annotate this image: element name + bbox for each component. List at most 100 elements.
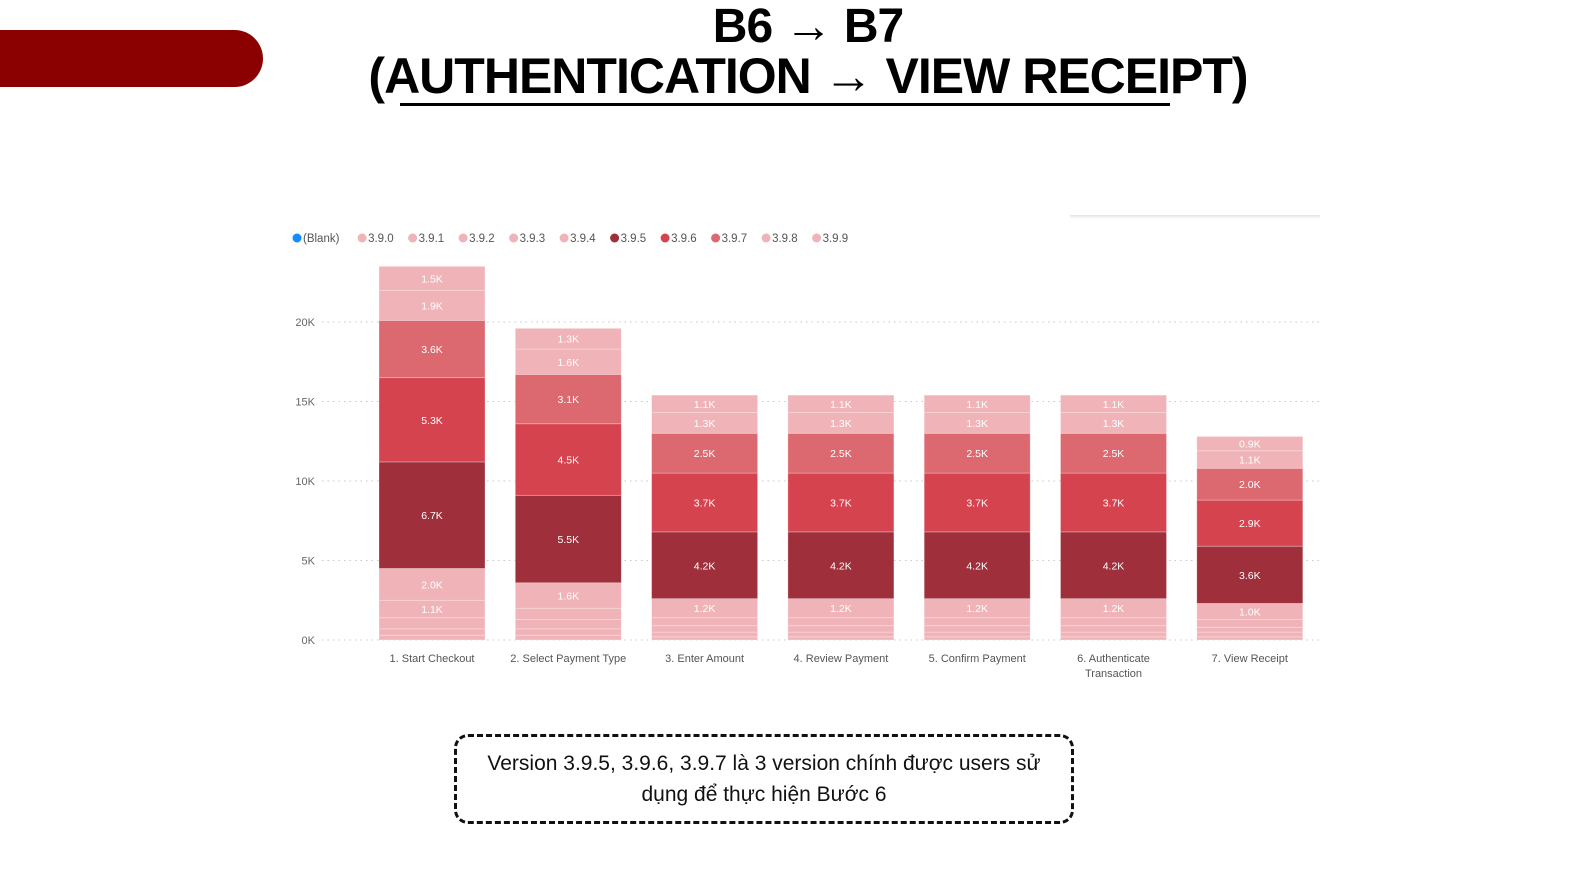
data-label: 4.5K	[557, 455, 579, 467]
data-label: 3.6K	[1239, 570, 1261, 582]
data-label: 1.1K	[966, 399, 988, 411]
legend-marker	[660, 233, 670, 243]
legend-marker	[292, 233, 302, 243]
data-label: 3.7K	[1103, 497, 1125, 509]
data-label: 2.5K	[694, 448, 716, 460]
legend-label: 3.9.5	[621, 233, 647, 245]
bar-segment	[1196, 467, 1304, 501]
bar-segment	[1060, 617, 1167, 627]
data-label: 3.6K	[421, 344, 443, 356]
data-label: 1.2K	[694, 603, 716, 615]
bar-segment	[378, 628, 486, 636]
legend-marker	[610, 233, 620, 243]
x-tick-label: 6. Authenticate	[1077, 653, 1150, 665]
bar-segment	[378, 634, 486, 641]
legend-marker	[458, 233, 468, 243]
bar-segment	[514, 423, 622, 496]
bar-segment	[651, 631, 758, 638]
y-tick-label: 10K	[295, 476, 315, 488]
bar-segment	[787, 625, 895, 633]
legend-label: 3.9.1	[419, 233, 445, 245]
bar-segment	[1060, 472, 1167, 533]
data-label: 5.5K	[557, 534, 579, 546]
bar-segment	[514, 582, 622, 609]
stacked-bar-chart: 0K 5K 10K 15K 20K (Blank) 3.9.0 3.9.1 3.9.2 3.9.3…	[292, 233, 1320, 680]
bar-segment	[378, 461, 486, 569]
y-tick-label: 0K	[302, 635, 316, 647]
bar-segment	[651, 394, 758, 414]
bar-segment	[378, 377, 486, 463]
data-label: 1.5K	[421, 273, 443, 285]
bar-segment	[923, 531, 1031, 600]
bar-segment	[651, 432, 758, 474]
bar-segment	[378, 289, 486, 321]
x-tick-label: Transaction	[1085, 668, 1142, 680]
bar-segment	[651, 625, 758, 633]
bar-segment	[787, 636, 895, 641]
bar-segment	[514, 327, 622, 350]
bar-segment	[787, 531, 895, 600]
data-label: 4.2K	[966, 560, 988, 572]
bar-segment	[923, 617, 1031, 627]
bar-segment	[514, 494, 622, 584]
title-underline	[400, 103, 1170, 106]
data-label: 2.5K	[1103, 448, 1125, 460]
bar-segment	[378, 320, 486, 379]
legend-marker	[408, 233, 418, 243]
legend-label: 3.9.4	[570, 233, 596, 245]
data-label: 3.7K	[830, 497, 852, 509]
slide-title-line1: B6 → B7	[712, 0, 904, 53]
callout-text: Version 3.9.5, 3.9.6, 3.9.7 là 3 version…	[487, 752, 1041, 806]
legend-label: 3.9.9	[823, 233, 849, 245]
bar-segment	[923, 625, 1031, 633]
bar-segment	[1196, 631, 1304, 638]
bar-segment	[923, 394, 1031, 414]
data-label: 2.9K	[1239, 518, 1261, 530]
data-label: 1.3K	[830, 418, 852, 430]
bar-segment	[651, 531, 758, 600]
bar-segment	[923, 636, 1031, 641]
x-tick-label: 2. Select Payment Type	[510, 653, 626, 665]
bar-segment	[1196, 636, 1304, 641]
legend-label: (Blank)	[303, 233, 340, 245]
legend-marker	[761, 233, 771, 243]
data-label: 4.2K	[830, 560, 852, 572]
bar-segment	[378, 265, 486, 291]
data-label: 2.0K	[421, 579, 443, 591]
bar-segment	[787, 394, 895, 414]
bar-segment	[1060, 531, 1167, 600]
bar-segment	[514, 618, 622, 630]
legend-label: 3.9.3	[520, 233, 546, 245]
data-label: 1.0K	[1239, 606, 1261, 618]
bar-segment	[651, 472, 758, 533]
data-label: 1.1K	[694, 399, 716, 411]
data-label: 1.2K	[966, 603, 988, 615]
y-tick-label: 20K	[295, 317, 315, 329]
callout-box: Version 3.9.5, 3.9.6, 3.9.7 là 3 version…	[454, 734, 1074, 824]
bar-segment	[514, 607, 622, 620]
legend-label: 3.9.0	[368, 233, 394, 245]
bar-segment	[1196, 626, 1304, 633]
legend-marker	[357, 233, 367, 243]
data-label: 1.3K	[557, 334, 579, 346]
legend-marker	[711, 233, 721, 243]
data-label: 3.7K	[694, 497, 716, 509]
bar-segment	[1196, 545, 1304, 604]
data-label: 2.0K	[1239, 479, 1261, 491]
data-label: 1.1K	[1239, 455, 1261, 467]
legend-marker	[812, 233, 822, 243]
data-label: 1.3K	[694, 418, 716, 430]
data-label: 3.1K	[557, 394, 579, 406]
data-label: 3.7K	[966, 497, 988, 509]
bar-segment	[1060, 394, 1167, 414]
data-label: 1.9K	[421, 300, 443, 312]
bar-segment	[651, 617, 758, 627]
data-label: 1.3K	[1103, 418, 1125, 430]
data-label: 2.5K	[830, 448, 852, 460]
bar-segment	[787, 472, 895, 533]
slide-title-line2: (AUTHENTICATION → VIEW RECEIPT)	[368, 48, 1248, 104]
x-tick-label: 1. Start Checkout	[390, 653, 475, 665]
bar-segment	[514, 634, 622, 641]
data-label: 1.6K	[557, 590, 579, 602]
data-label: 4.2K	[1103, 560, 1125, 572]
